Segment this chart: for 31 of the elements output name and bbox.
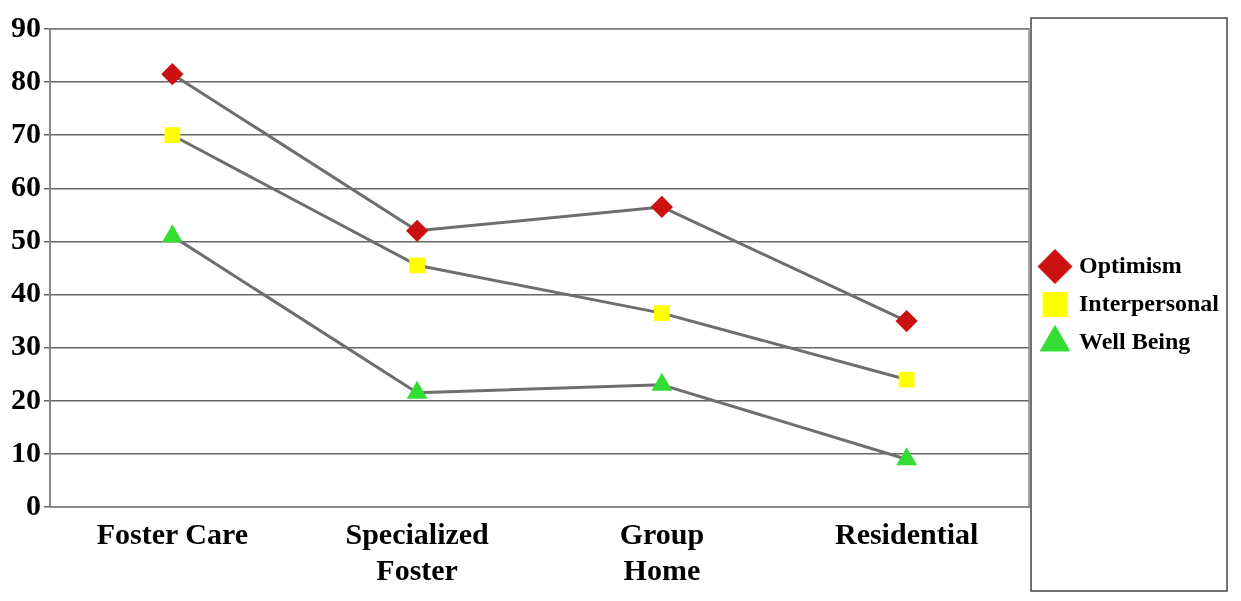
point [654,305,670,322]
point [161,63,183,85]
category-label: Foster [376,552,458,586]
y-tick-label: 50 [11,222,41,256]
point [406,220,428,242]
y-tick-label: 30 [11,328,41,362]
legend-label: Interpersonal [1079,289,1220,316]
point [651,196,673,218]
point [164,127,181,144]
y-tick-label: 40 [11,275,41,309]
legend-label: Optimism [1079,251,1182,278]
category-label: Specialized [345,516,489,550]
y-tick-label: 90 [11,9,41,43]
y-tick-label: 60 [11,169,41,203]
y-tick-label: 0 [26,487,41,521]
x-tick-label: Residential [834,516,979,550]
point [407,382,427,399]
legend-label: Well Being [1079,327,1191,354]
point [163,225,182,243]
point [897,448,916,466]
point [409,257,425,274]
x-tick-label: Foster Care [96,516,249,550]
y-tick-label: 10 [11,434,41,468]
y-tick-label: 70 [11,115,41,149]
category-label: Home [623,552,701,586]
category-label: Group [619,516,705,550]
y-tick-label: 20 [11,381,41,415]
point [898,371,915,388]
point [896,310,918,332]
y-tick-label: 80 [11,62,41,96]
point [652,374,672,391]
